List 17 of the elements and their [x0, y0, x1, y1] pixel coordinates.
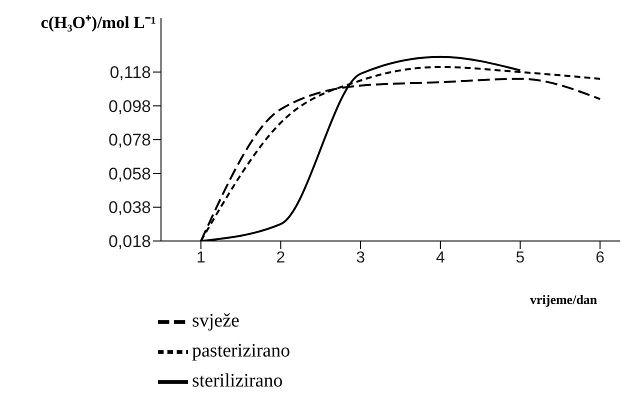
x-tick-label: 1 — [196, 249, 206, 266]
x-tick-label: 3 — [356, 249, 366, 266]
y-tick-label: 0,058 — [108, 164, 151, 184]
x-tick-label: 5 — [516, 249, 525, 266]
legend-label: pasterizirano — [192, 340, 290, 362]
y-tick-label: 0,078 — [108, 130, 151, 150]
legend-label: svježe — [192, 310, 240, 332]
x-axis-title: vrijeme/dan — [530, 292, 598, 308]
y-tick-label: 0,098 — [108, 96, 151, 116]
y-tick-label: 0,118 — [110, 63, 151, 82]
x-tick-label: 2 — [276, 249, 286, 266]
y-tick-label: 0,018 — [108, 232, 151, 252]
x-tick-label: 4 — [436, 249, 445, 266]
y-tick-label: 0,038 — [108, 198, 151, 218]
x-tick-label: 6 — [596, 249, 605, 266]
y-axis-title: c(H₃O⁺)/mol L⁻¹ — [40, 12, 156, 33]
legend-label: sterilizirano — [192, 370, 283, 392]
